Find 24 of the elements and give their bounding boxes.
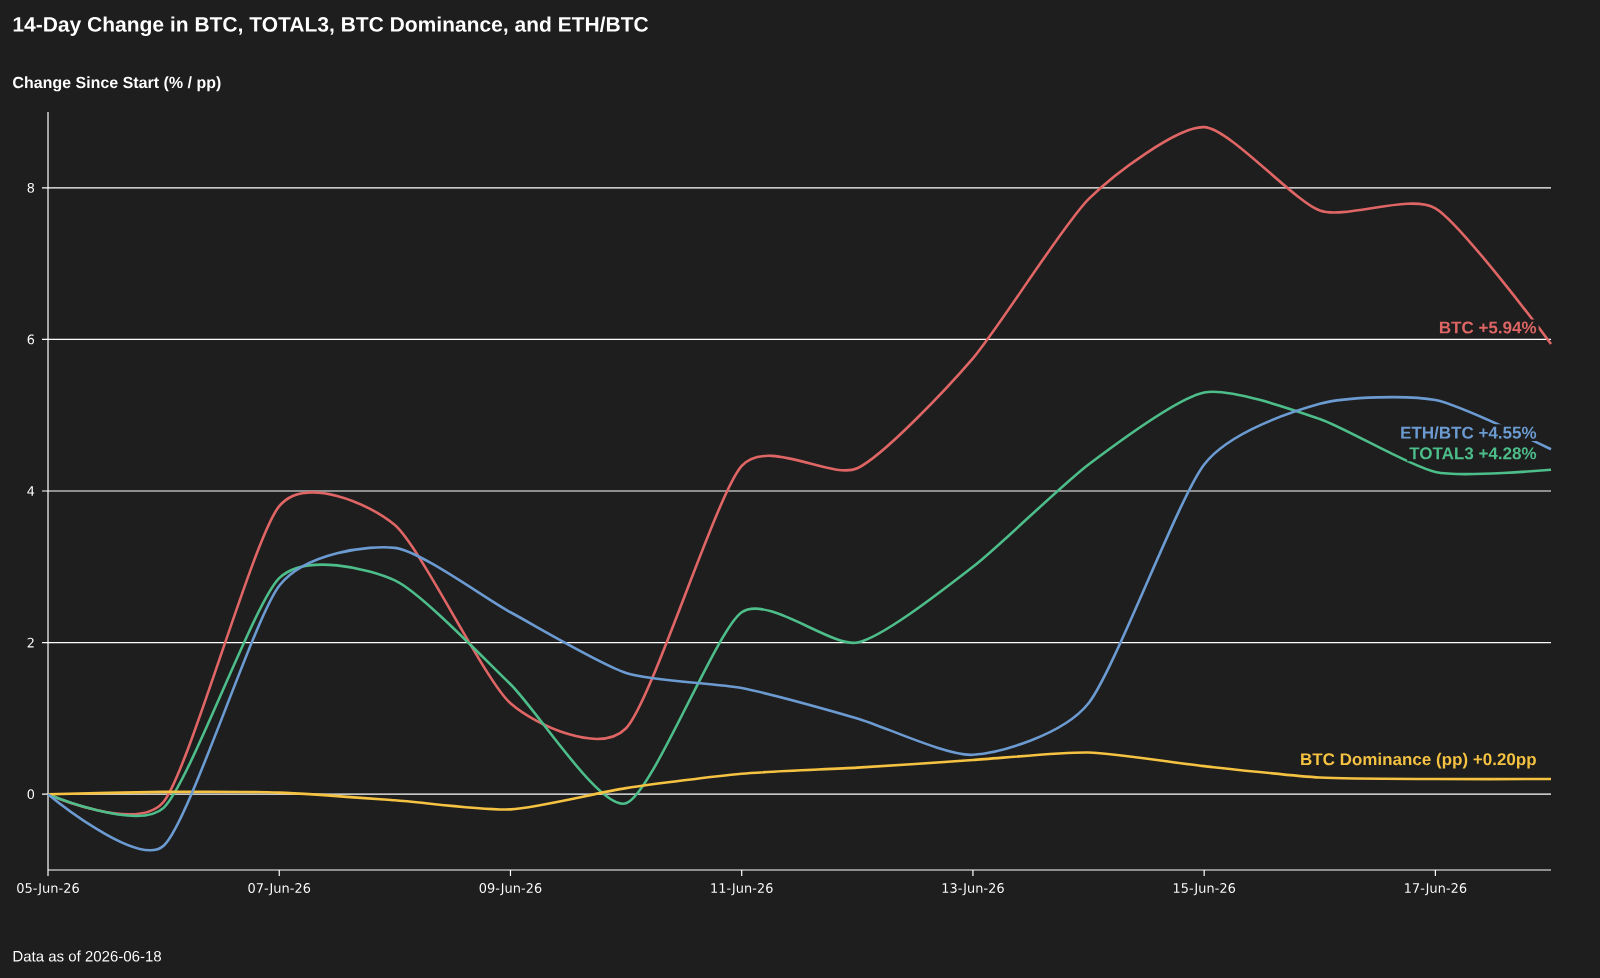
- y-tick-label: 4: [27, 486, 35, 496]
- chart-title: 14-Day Change in BTC, TOTAL3, BTC Dominance, and ETH/BTC: [13, 16, 649, 37]
- text: Data as of 2026-06-18: [13, 950, 161, 962]
- series-label: TOTAL3: [1409, 447, 1474, 460]
- text: BTC: [1439, 321, 1474, 334]
- x-tick-label: 09-Jun-26: [479, 883, 542, 896]
- y-tick-label: 8: [27, 182, 35, 193]
- y-axis-title: Change Since Start (% / pp): [13, 76, 221, 92]
- x-tick-label: 07-Jun-26: [248, 883, 311, 896]
- data-label: +5.94%: [1479, 321, 1537, 334]
- data-label: +4.28%: [1479, 447, 1537, 460]
- line-series: [46, 751, 1553, 811]
- x-tick-label: 13-Jun-26: [942, 883, 1004, 896]
- y-tick-label: 6: [27, 334, 35, 345]
- x-tick-label: 05-Jun-26: [17, 883, 79, 896]
- data-label: +4.55%: [1479, 426, 1537, 439]
- x-tick-label: 17-Jun-26: [1405, 883, 1467, 896]
- y-tick-label: 2: [27, 637, 34, 648]
- x-tick-label: 11-Jun-26: [711, 883, 773, 896]
- data-label: +0.20pp: [1473, 753, 1536, 769]
- y-tick-label: 0: [27, 789, 35, 800]
- series-label: ETH/BTC: [1401, 426, 1474, 439]
- series-label: BTC Dominance (pp): [1301, 752, 1468, 769]
- x-tick-label: 15-Jun-26: [1173, 883, 1236, 896]
